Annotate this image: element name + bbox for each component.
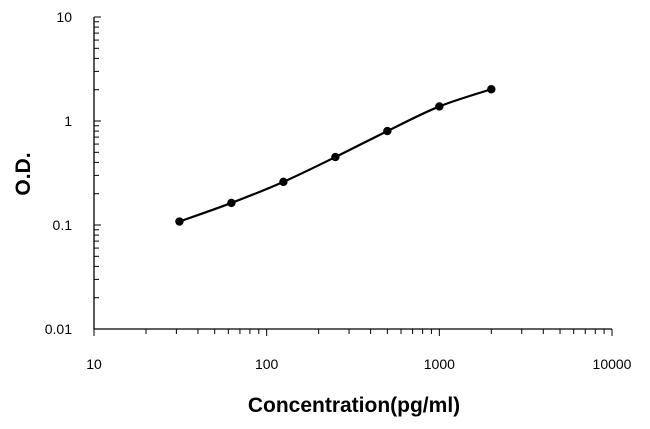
- data-point: [331, 152, 340, 162]
- y-tick-label: 0.01: [45, 321, 72, 337]
- x-tick-label: 1000: [424, 356, 455, 372]
- data-point: [435, 102, 444, 111]
- x-tick-label: 10: [86, 356, 102, 372]
- data-point: [175, 217, 184, 226]
- x-axis: 10 100 1000 10000: [86, 328, 632, 372]
- x-tick-label: 10000: [593, 356, 632, 372]
- y-axis: 0.01 0.1 1 10: [45, 9, 101, 337]
- series-layer: [175, 85, 496, 226]
- x-axis-title: Concentration(pg/ml): [248, 394, 460, 417]
- data-point: [279, 177, 288, 187]
- data-point: [487, 85, 496, 94]
- data-point: [383, 126, 392, 136]
- data-point: [227, 198, 236, 208]
- y-tick-label: 1: [64, 113, 72, 129]
- y-axis-title: O.D.: [12, 152, 35, 195]
- y-tick-label: 0.1: [53, 217, 73, 233]
- y-tick-label: 10: [56, 9, 72, 25]
- x-tick-label: 100: [255, 356, 279, 372]
